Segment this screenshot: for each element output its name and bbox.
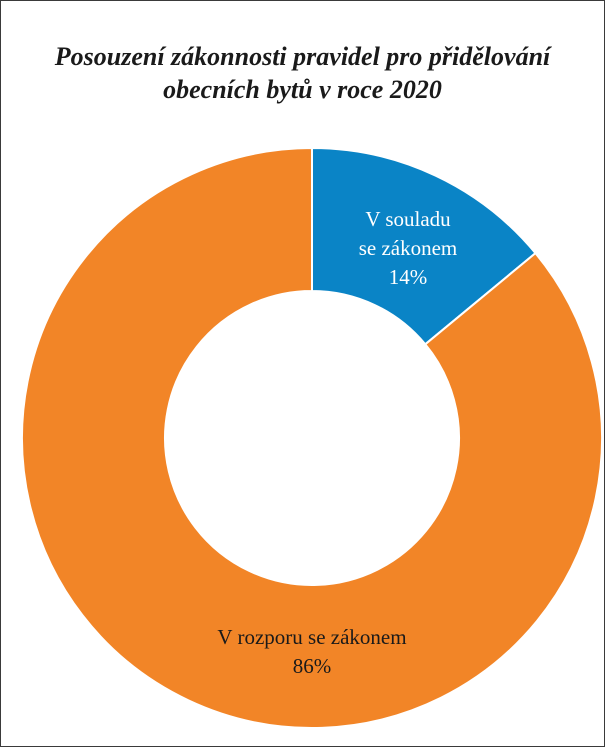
slice-1-value-label: 14% (389, 265, 428, 289)
donut-slices (21, 146, 603, 729)
chart-title: Posouzení zákonnosti pravidel pro přiděl… (20, 40, 585, 106)
chart-title-line-2: obecních bytů v roce 2020 (163, 75, 442, 104)
donut-slice-1 (311, 146, 537, 346)
slice-2-value-label: 86% (293, 654, 332, 678)
slice-2-label-line-1: V rozporu se zákonem (217, 625, 406, 649)
slice-1-label-line-2: se zákonem (359, 236, 458, 260)
donut-slice-2 (21, 146, 603, 729)
slice-1-label-line-1: V souladu (365, 207, 451, 231)
slice-labels: V souladu se zákonem 14% V rozporu se zákon… (217, 207, 457, 678)
chart-title-line-1: Posouzení zákonnosti pravidel pro přiděl… (54, 42, 551, 71)
